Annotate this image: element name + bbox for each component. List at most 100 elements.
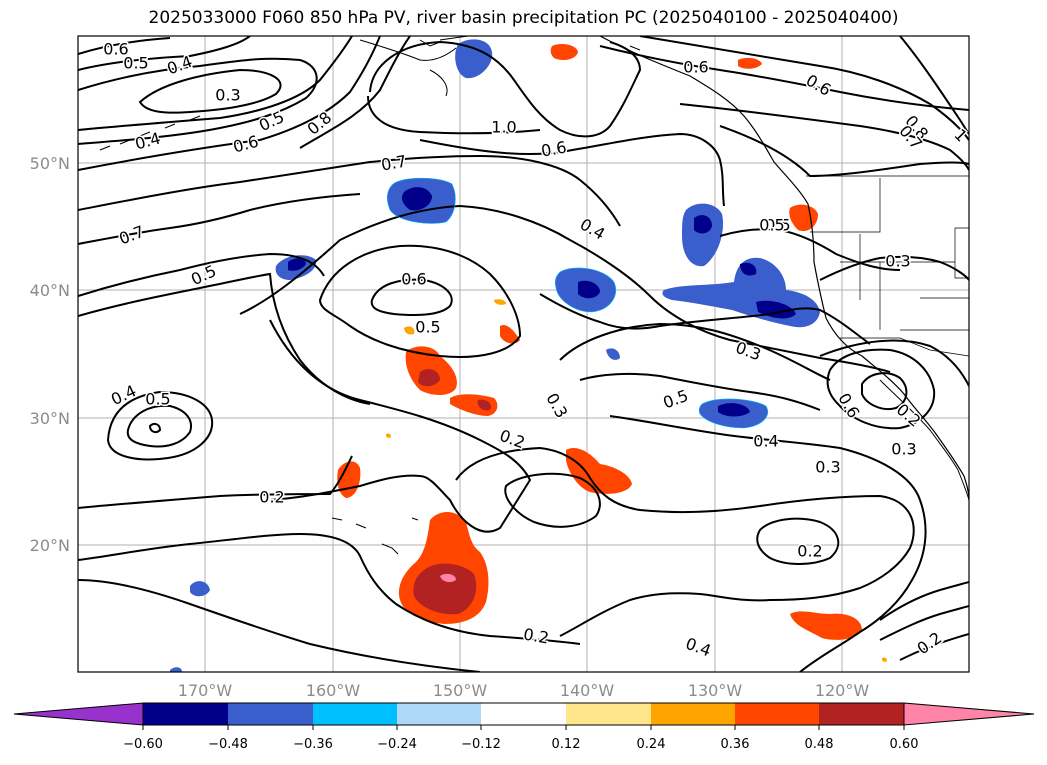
- colorbar-extend-low: [13, 702, 144, 726]
- contour-label: 0.3: [891, 440, 916, 459]
- contour-0.5-n: [78, 36, 353, 131]
- colorbar-swatch: [651, 703, 735, 725]
- lon-label-160w: 160°W: [306, 681, 361, 700]
- contour-1.0-loop: [367, 40, 642, 138]
- contour-0.6-n: [78, 36, 381, 171]
- lon-label-140w: 140°W: [560, 681, 615, 700]
- contour-label: 0.4: [753, 432, 778, 451]
- contour-sw-mexico-loops: [826, 348, 936, 430]
- contour-sw-mexico-inner: [861, 372, 908, 410]
- colorbar-frame: [142, 702, 905, 726]
- lon-label-130w: 130°W: [688, 681, 743, 700]
- contour-0.7-mid: [78, 154, 621, 227]
- contour-label: 1.0: [491, 118, 516, 137]
- longitude-labels: 170°W 160°W 150°W 140°W 130°W 120°W: [178, 681, 870, 700]
- lat-label-40n: 40°N: [30, 281, 70, 300]
- pos-patch-31n-159w-dot: [386, 433, 391, 438]
- lat-label-30n: 30°N: [30, 409, 70, 428]
- contour-0.5-coast: [719, 228, 901, 271]
- contour-label: 0.5: [759, 216, 784, 235]
- neg-patch-39n-126w-core2: [740, 262, 757, 276]
- latitude-labels: 50°N 40°N 30°N 20°N: [30, 154, 70, 555]
- lon-label-120w: 120°W: [815, 681, 870, 700]
- contour-label: 0.5: [123, 54, 148, 73]
- neg-patch-48n-152w-core: [402, 187, 432, 211]
- colorbar-tick-label: −0.36: [293, 737, 333, 752]
- contour-0.3-coast: [819, 255, 969, 281]
- positive-pc-fills: [337, 44, 887, 662]
- colorbar-tick-label: 0.36: [721, 737, 750, 752]
- state-borders: [810, 178, 969, 331]
- colorbar-swatch: [228, 703, 313, 725]
- pv-contours: [78, 36, 969, 672]
- contour-0.4-nw: [78, 57, 318, 145]
- contour-0.7-ne: [679, 103, 969, 171]
- alaska-coast: [359, 36, 469, 97]
- pos-patch-36n-147w: [500, 324, 520, 344]
- contour-0.4-sw-loop: [106, 390, 214, 461]
- contour-label: 0.5: [765, 216, 790, 235]
- plot-frame: [77, 35, 970, 673]
- neg-patch-42n-164w-core: [288, 258, 306, 271]
- colorbar-swatch: [819, 703, 904, 725]
- contour-label: 0.6: [683, 58, 708, 77]
- contour-0.2-se: [879, 605, 969, 641]
- lon-label-150w: 150°W: [433, 681, 488, 700]
- pos-patch-58n-146w: [550, 44, 578, 60]
- colorbar-extend-high: [903, 702, 1035, 726]
- colorbar-swatch: [481, 703, 566, 725]
- lon-label-170w: 170°W: [178, 681, 233, 700]
- contour-0.2-sw: [78, 455, 353, 509]
- pos-patch-15n-151w-core: [413, 563, 477, 615]
- pos-patch-30n-146w-core: [477, 399, 492, 411]
- contour-0.4-east: [559, 322, 831, 381]
- pos-patch-30n-146w: [450, 394, 498, 416]
- contour-0.3-se: [879, 581, 969, 621]
- contour-center-sw: [148, 422, 162, 434]
- neg-patch-44n-130w-core: [694, 215, 712, 234]
- colorbar-swatch: [397, 703, 481, 725]
- colorbar-swatch: [313, 703, 397, 725]
- contour-0.6-coastal-ne: [719, 125, 969, 178]
- colorbar-ticks: [142, 725, 905, 730]
- colorbar-tick-label: −0.48: [208, 737, 248, 752]
- negative-pc-fills: [170, 39, 820, 672]
- neg-patch-gulf-alaska: [455, 39, 493, 79]
- contour-0.5-nw: [78, 36, 251, 71]
- pos-patch-46n-122w: [789, 204, 818, 232]
- pos-patch-25n-139w: [566, 447, 632, 494]
- contour-0.5-sw-loop: [126, 404, 192, 448]
- colorbar-swatch: [143, 703, 228, 725]
- contour-label: 0.6: [401, 270, 426, 289]
- contour-0.3-east-mid: [539, 293, 871, 345]
- pos-patch-36n-155w-small: [404, 326, 415, 335]
- contour-0.6-loop: [370, 278, 453, 316]
- contour-0.2-loop: [756, 517, 840, 565]
- contour-0.6-ne: [599, 45, 969, 111]
- contour-0.6-gulf: [419, 132, 725, 207]
- contour-0.6-nw: [78, 37, 171, 55]
- colorbar-tick-label: −0.12: [461, 737, 501, 752]
- contour-label: 0.3: [215, 86, 240, 105]
- hawaii-islands: [331, 517, 419, 555]
- neg-patch-30n-129w-core: [718, 403, 750, 417]
- contour-0.2-southcenter: [455, 446, 915, 637]
- gridlines: [78, 36, 969, 672]
- contour-label: 0.3: [815, 458, 840, 477]
- contour-0.3-east: [609, 415, 927, 672]
- contour-label: 0.2: [797, 542, 822, 561]
- bc-coast: [599, 36, 969, 501]
- contour-label: 0.6: [103, 40, 128, 59]
- contour-0.4-mid: [239, 204, 891, 373]
- contour-0.7-west: [78, 193, 361, 245]
- contour-label: 0.6: [540, 137, 568, 160]
- neg-patch-16n-170w: [190, 581, 210, 597]
- colorbar-tick-label: −0.60: [123, 737, 163, 752]
- aleutian-islands: [99, 115, 201, 151]
- colorbar-swatch: [566, 703, 651, 725]
- pos-patch-14n-122w: [790, 611, 862, 640]
- lat-label-20n: 20°N: [30, 536, 70, 555]
- contour-1-ne: [899, 36, 969, 135]
- neg-patch-40n-140w-core: [578, 280, 600, 299]
